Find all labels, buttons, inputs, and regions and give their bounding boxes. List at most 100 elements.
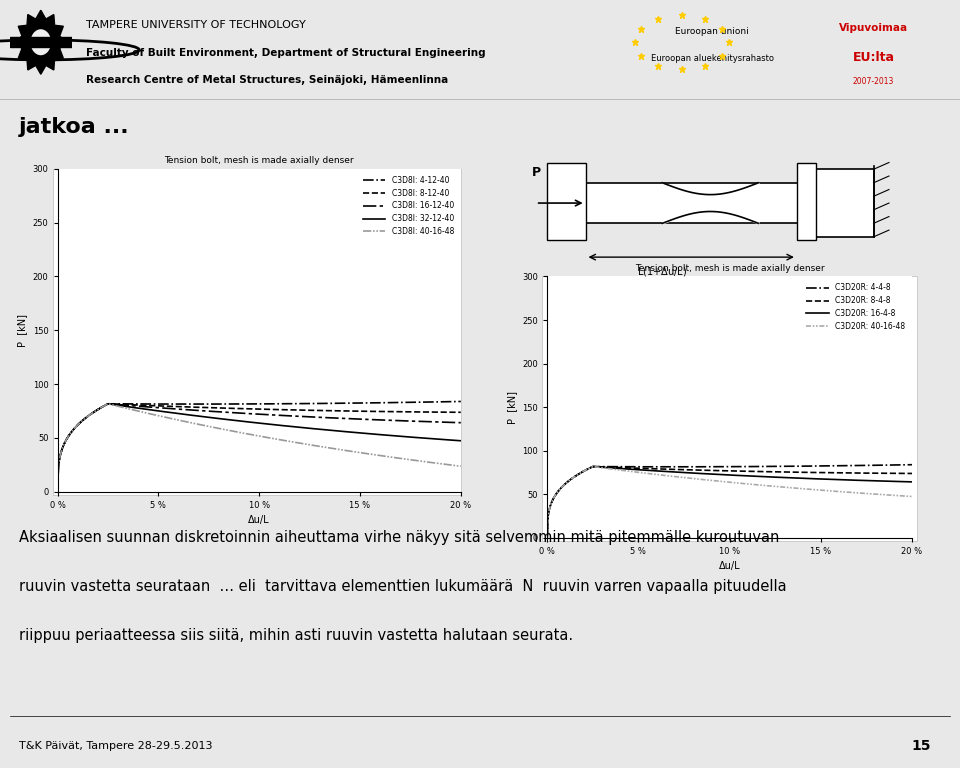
- C3D8I: 4-12-40: (19.5, 83.6): 4-12-40: (19.5, 83.6): [445, 397, 457, 406]
- Line: C3D20R: 40-16-48: C3D20R: 40-16-48: [547, 467, 912, 538]
- C3D20R: 4-4-8: (10.8, 81.6): 4-4-8: (10.8, 81.6): [739, 462, 751, 472]
- C3D8I: 8-12-40: (11.9, 75.8): 8-12-40: (11.9, 75.8): [293, 406, 304, 415]
- FancyBboxPatch shape: [586, 183, 816, 223]
- C3D20R: 8-4-8: (9.54, 76.9): 8-4-8: (9.54, 76.9): [715, 466, 727, 475]
- C3D8I: 8-12-40: (2.53, 81.6): 8-12-40: (2.53, 81.6): [103, 399, 114, 409]
- C3D8I: 16-12-40: (0, 0): 16-12-40: (0, 0): [52, 487, 63, 496]
- C3D20R: 8-4-8: (16.4, 74.3): 8-4-8: (16.4, 74.3): [841, 468, 852, 478]
- Y-axis label: P  [kN]: P [kN]: [17, 314, 27, 346]
- C3D8I: 32-12-40: (2.53, 81.5): 32-12-40: (2.53, 81.5): [103, 399, 114, 409]
- C3D20R: 4-4-8: (16.4, 82.6): 4-4-8: (16.4, 82.6): [840, 461, 852, 470]
- C3D20R: 16-4-8: (10.9, 71): 16-4-8: (10.9, 71): [739, 472, 751, 481]
- Legend: C3D8I: 4-12-40, C3D8I: 8-12-40, C3D8I: 16-12-40, C3D8I: 32-12-40, C3D8I: 40-16-4: C3D8I: 4-12-40, C3D8I: 8-12-40, C3D8I: 1…: [359, 173, 457, 239]
- Text: riippuu periaatteessa siis siitä, mihin asti ruuvin vastetta halutaan seurata.: riippuu periaatteessa siis siitä, mihin …: [19, 628, 573, 644]
- C3D8I: 40-16-48: (10.9, 48.7): 40-16-48: (10.9, 48.7): [271, 435, 282, 444]
- Line: C3D20R: 16-4-8: C3D20R: 16-4-8: [547, 467, 912, 538]
- C3D8I: 32-12-40: (9.54, 64.6): 32-12-40: (9.54, 64.6): [244, 418, 255, 427]
- C3D8I: 4-12-40: (0, 0): 4-12-40: (0, 0): [52, 487, 63, 496]
- C3D20R: 4-4-8: (11.9, 81.7): 4-4-8: (11.9, 81.7): [758, 462, 770, 471]
- C3D8I: 4-12-40: (10.8, 81.6): 4-12-40: (10.8, 81.6): [270, 399, 281, 409]
- C3D20R: 40-16-48: (9.54, 64.6): 40-16-48: (9.54, 64.6): [715, 477, 727, 486]
- C3D8I: 16-12-40: (9.66, 72.3): 16-12-40: (9.66, 72.3): [247, 409, 258, 419]
- C3D8I: 40-16-48: (20, 23.5): 40-16-48: (20, 23.5): [455, 462, 467, 471]
- Line: C3D8I: 40-16-48: C3D8I: 40-16-48: [58, 404, 461, 492]
- C3D20R: 40-16-48: (10.9, 61.9): 40-16-48: (10.9, 61.9): [739, 479, 751, 488]
- C3D8I: 16-12-40: (16.4, 66.3): 16-12-40: (16.4, 66.3): [383, 415, 395, 425]
- C3D20R: 16-4-8: (2.53, 81.6): 16-4-8: (2.53, 81.6): [588, 462, 599, 472]
- Title: Tension bolt, mesh is made axially denser: Tension bolt, mesh is made axially dense…: [635, 264, 825, 273]
- Y-axis label: P  [kN]: P [kN]: [507, 391, 516, 423]
- C3D8I: 32-12-40: (9.66, 64.3): 32-12-40: (9.66, 64.3): [247, 418, 258, 427]
- Line: C3D8I: 4-12-40: C3D8I: 4-12-40: [58, 402, 461, 492]
- Text: 15: 15: [912, 740, 931, 753]
- C3D8I: 16-12-40: (11.9, 70): 16-12-40: (11.9, 70): [293, 412, 304, 421]
- C3D20R: 8-4-8: (0, 0): 8-4-8: (0, 0): [541, 533, 553, 542]
- Legend: C3D20R: 4-4-8, C3D20R: 8-4-8, C3D20R: 16-4-8, C3D20R: 40-16-48: C3D20R: 4-4-8, C3D20R: 8-4-8, C3D20R: 16…: [803, 280, 908, 334]
- C3D8I: 4-12-40: (20, 83.8): 4-12-40: (20, 83.8): [455, 397, 467, 406]
- C3D20R: 4-4-8: (9.62, 81.4): 4-4-8: (9.62, 81.4): [717, 462, 729, 472]
- Line: C3D20R: 4-4-8: C3D20R: 4-4-8: [547, 465, 912, 538]
- Polygon shape: [14, 10, 67, 74]
- Line: C3D20R: 8-4-8: C3D20R: 8-4-8: [547, 467, 912, 538]
- Text: jatkoa ...: jatkoa ...: [19, 117, 130, 137]
- C3D8I: 32-12-40: (20, 47.2): 32-12-40: (20, 47.2): [455, 436, 467, 445]
- Text: L(1+$\Delta$u/L): L(1+$\Delta$u/L): [637, 264, 687, 277]
- X-axis label: Δu/L: Δu/L: [719, 561, 740, 571]
- C3D8I: 40-16-48: (11.9, 45.2): 40-16-48: (11.9, 45.2): [293, 439, 304, 448]
- Text: T&K Päivät, Tampere 28-29.5.2013: T&K Päivät, Tampere 28-29.5.2013: [19, 741, 213, 752]
- C3D20R: 40-16-48: (19.6, 47.8): 40-16-48: (19.6, 47.8): [899, 492, 910, 501]
- Text: Vipuvoimaa: Vipuvoimaa: [839, 23, 908, 33]
- Text: Research Centre of Metal Structures, Seinäjoki, Hämeenlinna: Research Centre of Metal Structures, Sei…: [86, 75, 448, 85]
- C3D8I: 4-12-40: (9.62, 81.4): 4-12-40: (9.62, 81.4): [246, 399, 257, 409]
- C3D20R: 40-16-48: (0, 0): 40-16-48: (0, 0): [541, 533, 553, 542]
- C3D8I: 16-12-40: (10.9, 71): 16-12-40: (10.9, 71): [271, 411, 282, 420]
- Line: C3D8I: 16-12-40: C3D8I: 16-12-40: [58, 404, 461, 492]
- C3D20R: 40-16-48: (11.9, 59.8): 40-16-48: (11.9, 59.8): [759, 481, 771, 490]
- C3D20R: 4-4-8: (20, 83.8): 4-4-8: (20, 83.8): [906, 460, 918, 469]
- C3D20R: 16-4-8: (9.54, 72.4): 16-4-8: (9.54, 72.4): [715, 470, 727, 479]
- C3D8I: 32-12-40: (11.9, 59.8): 32-12-40: (11.9, 59.8): [293, 422, 304, 432]
- C3D20R: 8-4-8: (20, 73.7): 8-4-8: (20, 73.7): [906, 468, 918, 478]
- C3D8I: 32-12-40: (0, 0): 32-12-40: (0, 0): [52, 487, 63, 496]
- Text: EU:lta: EU:lta: [852, 51, 895, 65]
- Title: Tension bolt, mesh is made axially denser: Tension bolt, mesh is made axially dense…: [164, 157, 354, 165]
- FancyBboxPatch shape: [816, 169, 874, 237]
- C3D8I: 32-12-40: (10.9, 61.9): 32-12-40: (10.9, 61.9): [271, 420, 282, 429]
- C3D8I: 40-16-48: (0, 0): 40-16-48: (0, 0): [52, 487, 63, 496]
- C3D8I: 40-16-48: (19.6, 24.5): 40-16-48: (19.6, 24.5): [446, 461, 458, 470]
- C3D20R: 8-4-8: (11.9, 75.8): 8-4-8: (11.9, 75.8): [759, 467, 771, 476]
- C3D8I: 8-12-40: (9.54, 76.9): 8-12-40: (9.54, 76.9): [244, 404, 255, 413]
- C3D20R: 16-4-8: (20, 64): 16-4-8: (20, 64): [906, 477, 918, 486]
- C3D20R: 16-4-8: (11.9, 70): 16-4-8: (11.9, 70): [759, 472, 771, 482]
- C3D20R: 4-4-8: (9.5, 81.4): 4-4-8: (9.5, 81.4): [714, 462, 726, 472]
- Line: C3D8I: 8-12-40: C3D8I: 8-12-40: [58, 404, 461, 492]
- Bar: [547, 163, 586, 240]
- C3D20R: 40-16-48: (16.4, 52.2): 40-16-48: (16.4, 52.2): [841, 488, 852, 497]
- C3D8I: 32-12-40: (16.4, 52.2): 32-12-40: (16.4, 52.2): [383, 431, 395, 440]
- Text: Euroopan unioni: Euroopan unioni: [676, 27, 749, 36]
- C3D20R: 40-16-48: (2.53, 81.5): 40-16-48: (2.53, 81.5): [588, 462, 599, 472]
- C3D20R: 4-4-8: (0, 0): 4-4-8: (0, 0): [541, 533, 553, 542]
- Text: Aksiaalisen suunnan diskretoinnin aiheuttama virhe näkyy sitä selvemmin mitä pit: Aksiaalisen suunnan diskretoinnin aiheut…: [19, 530, 780, 545]
- C3D8I: 32-12-40: (19.6, 47.8): 32-12-40: (19.6, 47.8): [446, 435, 458, 445]
- C3D20R: 16-4-8: (19.6, 64.3): 16-4-8: (19.6, 64.3): [899, 477, 910, 486]
- C3D20R: 16-4-8: (0, 0): 16-4-8: (0, 0): [541, 533, 553, 542]
- C3D20R: 8-4-8: (2.53, 81.6): 8-4-8: (2.53, 81.6): [588, 462, 599, 472]
- C3D8I: 4-12-40: (16.4, 82.6): 4-12-40: (16.4, 82.6): [382, 398, 394, 407]
- C3D20R: 40-16-48: (9.66, 64.3): 40-16-48: (9.66, 64.3): [718, 477, 730, 486]
- C3D8I: 16-12-40: (2.53, 81.6): 16-12-40: (2.53, 81.6): [103, 399, 114, 409]
- C3D20R: 8-4-8: (19.6, 73.7): 8-4-8: (19.6, 73.7): [899, 468, 910, 478]
- C3D20R: 40-16-48: (20, 47.2): 40-16-48: (20, 47.2): [906, 492, 918, 501]
- C3D20R: 16-4-8: (16.4, 66.3): 16-4-8: (16.4, 66.3): [841, 475, 852, 485]
- Text: ruuvin vastetta seurataan  … eli  tarvittava elementtien lukumäärä  N  ruuvin va: ruuvin vastetta seurataan … eli tarvitta…: [19, 579, 787, 594]
- Bar: [797, 163, 816, 240]
- C3D8I: 4-12-40: (11.9, 81.7): 4-12-40: (11.9, 81.7): [292, 399, 303, 409]
- Text: P: P: [532, 166, 541, 179]
- C3D8I: 40-16-48: (2.53, 81.5): 40-16-48: (2.53, 81.5): [103, 399, 114, 409]
- C3D8I: 40-16-48: (9.66, 52.8): 40-16-48: (9.66, 52.8): [247, 430, 258, 439]
- C3D8I: 8-12-40: (16.4, 74.3): 8-12-40: (16.4, 74.3): [383, 407, 395, 416]
- C3D20R: 16-4-8: (9.66, 72.3): 16-4-8: (9.66, 72.3): [718, 470, 730, 479]
- C3D8I: 40-16-48: (16.4, 32.3): 40-16-48: (16.4, 32.3): [383, 452, 395, 462]
- C3D8I: 8-12-40: (0, 0): 8-12-40: (0, 0): [52, 487, 63, 496]
- C3D20R: 4-4-8: (19.5, 83.6): 4-4-8: (19.5, 83.6): [898, 460, 909, 469]
